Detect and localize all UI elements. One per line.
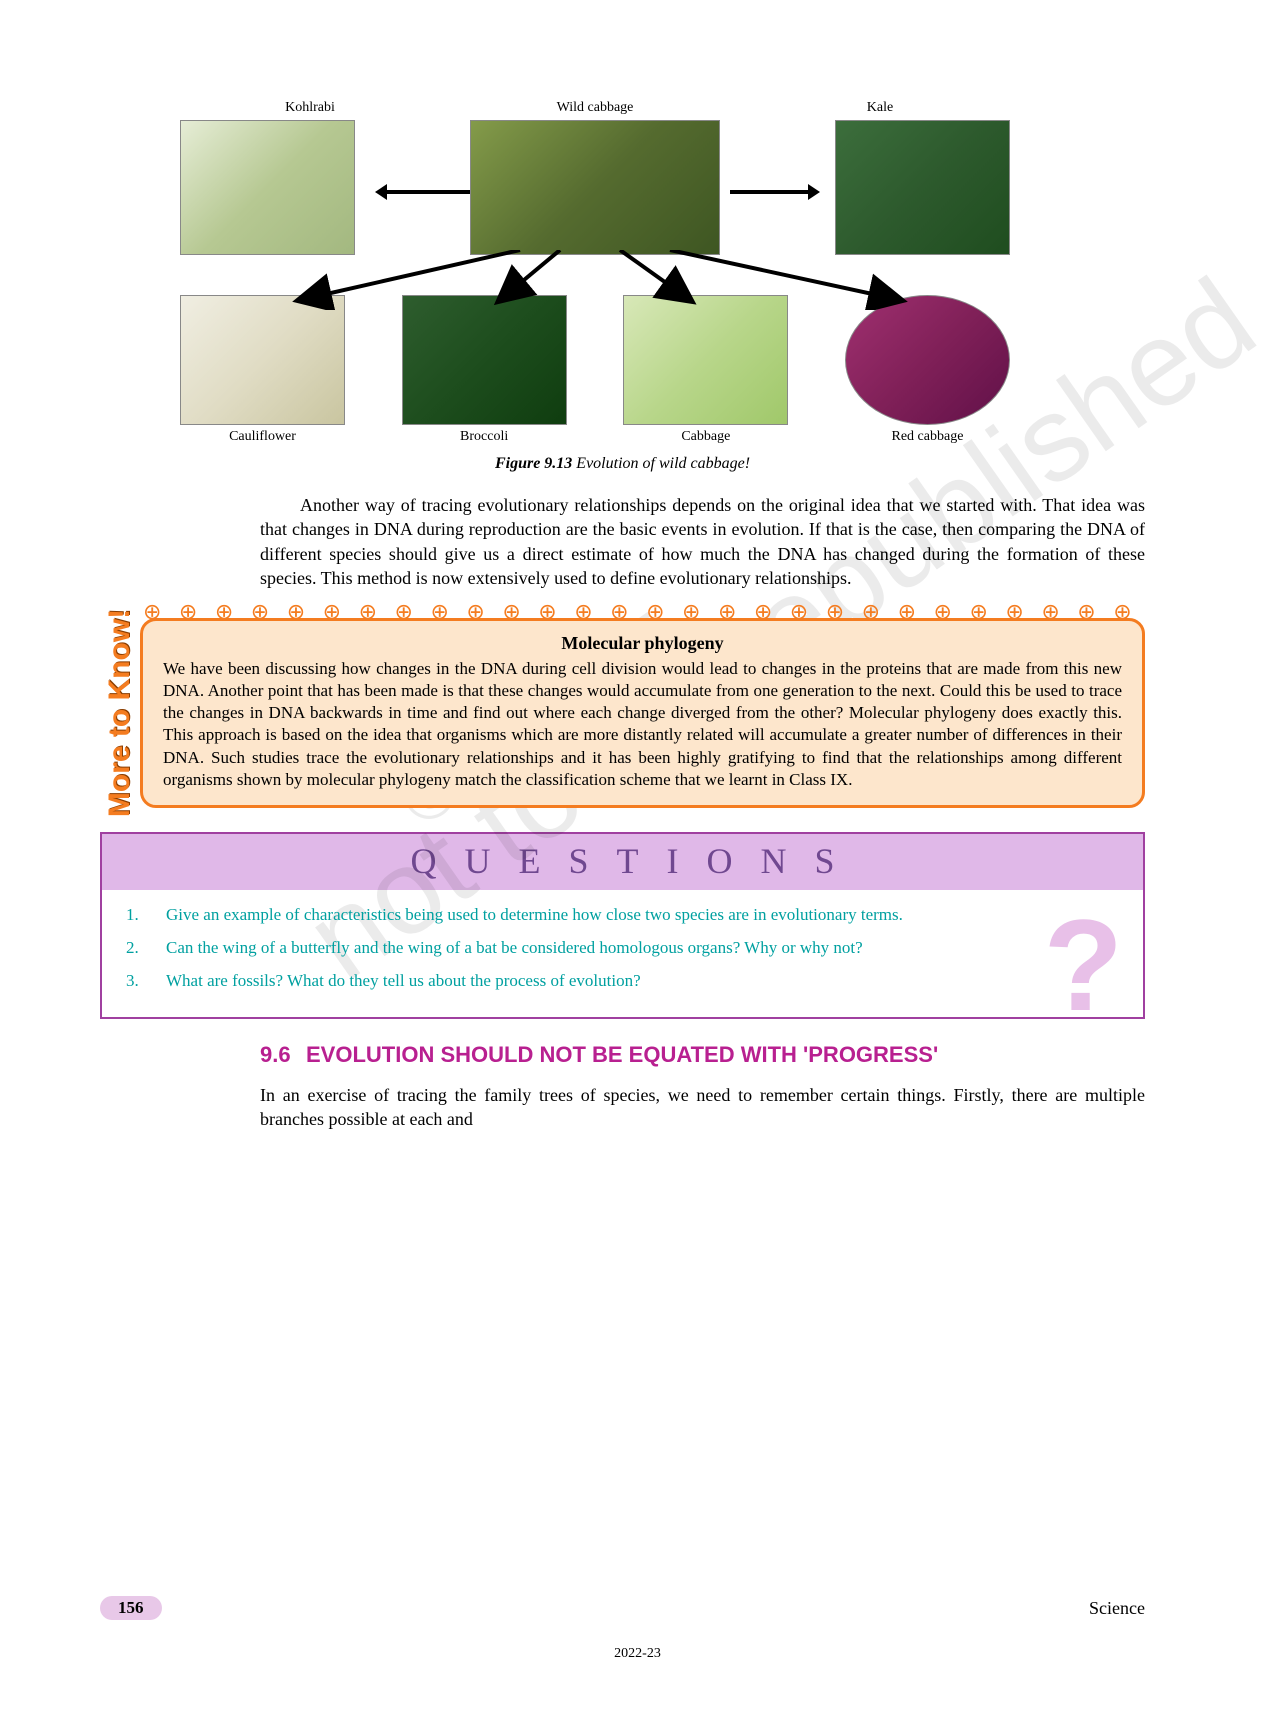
image-wild-cabbage [470, 120, 720, 255]
image-broccoli [402, 295, 567, 425]
arrow-right [730, 190, 810, 194]
label-broccoli: Broccoli [402, 429, 567, 445]
arrow-left-head [375, 184, 387, 200]
question-text: What are fossils? What do they tell us a… [166, 970, 1119, 993]
page-number: 156 [100, 1596, 162, 1620]
question-item: 3. What are fossils? What do they tell u… [126, 970, 1119, 993]
section-heading: 9.6 EVOLUTION SHOULD NOT BE EQUATED WITH… [260, 1041, 1145, 1070]
question-mark-icon: ? [1044, 900, 1123, 1030]
question-item: 2. Can the wing of a butterfly and the w… [126, 937, 1119, 960]
questions-header: QUESTIONS [102, 834, 1143, 890]
section-number: 9.6 [260, 1041, 306, 1070]
label-kale: Kale [790, 100, 970, 116]
image-kohlrabi [180, 120, 355, 255]
image-cauliflower [180, 295, 345, 425]
diagram-bottom-images [180, 295, 1010, 425]
diagram-top-images [180, 120, 1010, 255]
diagram-bottom-labels: Cauliflower Broccoli Cabbage Red cabbage [180, 429, 1010, 445]
figure-caption: Figure 9.13 Evolution of wild cabbage! [100, 455, 1145, 473]
questions-body: ? 1. Give an example of characteristics … [102, 890, 1143, 1017]
label-kohlrabi: Kohlrabi [220, 100, 400, 116]
image-cabbage [623, 295, 788, 425]
more-to-know-content: ⊕ ⊕ ⊕ ⊕ ⊕ ⊕ ⊕ ⊕ ⊕ ⊕ ⊕ ⊕ ⊕ ⊕ ⊕ ⊕ ⊕ ⊕ ⊕ ⊕ … [140, 618, 1145, 808]
diagram-top-labels: Kohlrabi Wild cabbage Kale [180, 100, 1010, 116]
question-number: 2. [126, 937, 166, 960]
more-to-know-box: More to Know! ⊕ ⊕ ⊕ ⊕ ⊕ ⊕ ⊕ ⊕ ⊕ ⊕ ⊕ ⊕ ⊕ … [100, 618, 1145, 808]
more-to-know-sidebar: More to Know! [100, 618, 140, 808]
figure-number: Figure 9.13 [495, 455, 572, 472]
page-footer: 156 Science [100, 1596, 1145, 1620]
more-to-know-body: We have been discussing how changes in t… [163, 658, 1122, 791]
question-text: Can the wing of a butterfly and the wing… [166, 937, 1119, 960]
more-to-know-title: Molecular phylogeny [163, 633, 1122, 654]
section-title: EVOLUTION SHOULD NOT BE EQUATED WITH 'PR… [306, 1041, 938, 1070]
page: not to be republished © NCERT Kohlrabi W… [0, 0, 1275, 1710]
figure-caption-text: Evolution of wild cabbage! [572, 455, 750, 472]
label-wild-cabbage: Wild cabbage [505, 100, 685, 116]
label-red-cabbage: Red cabbage [845, 429, 1010, 445]
body-paragraph-1: Another way of tracing evolutionary rela… [260, 493, 1145, 590]
label-cabbage: Cabbage [623, 429, 788, 445]
subject-label: Science [1089, 1598, 1145, 1619]
questions-box: QUESTIONS ? 1. Give an example of charac… [100, 832, 1145, 1019]
question-number: 1. [126, 904, 166, 927]
body-paragraph-2: In an exercise of tracing the family tre… [260, 1083, 1145, 1132]
image-red-cabbage [845, 295, 1010, 425]
question-text: Give an example of characteristics being… [166, 904, 1119, 927]
cabbage-evolution-diagram: Kohlrabi Wild cabbage Kale [180, 100, 1010, 445]
question-item: 1. Give an example of characteristics be… [126, 904, 1119, 927]
spiral-binding-icon: ⊕ ⊕ ⊕ ⊕ ⊕ ⊕ ⊕ ⊕ ⊕ ⊕ ⊕ ⊕ ⊕ ⊕ ⊕ ⊕ ⊕ ⊕ ⊕ ⊕ … [143, 599, 1142, 623]
image-kale [835, 120, 1010, 255]
year-label: 2022-23 [0, 1646, 1275, 1662]
question-number: 3. [126, 970, 166, 993]
label-cauliflower: Cauliflower [180, 429, 345, 445]
more-to-know-label: More to Know! [103, 609, 137, 817]
arrow-right-head [808, 184, 820, 200]
arrow-left [385, 190, 470, 194]
